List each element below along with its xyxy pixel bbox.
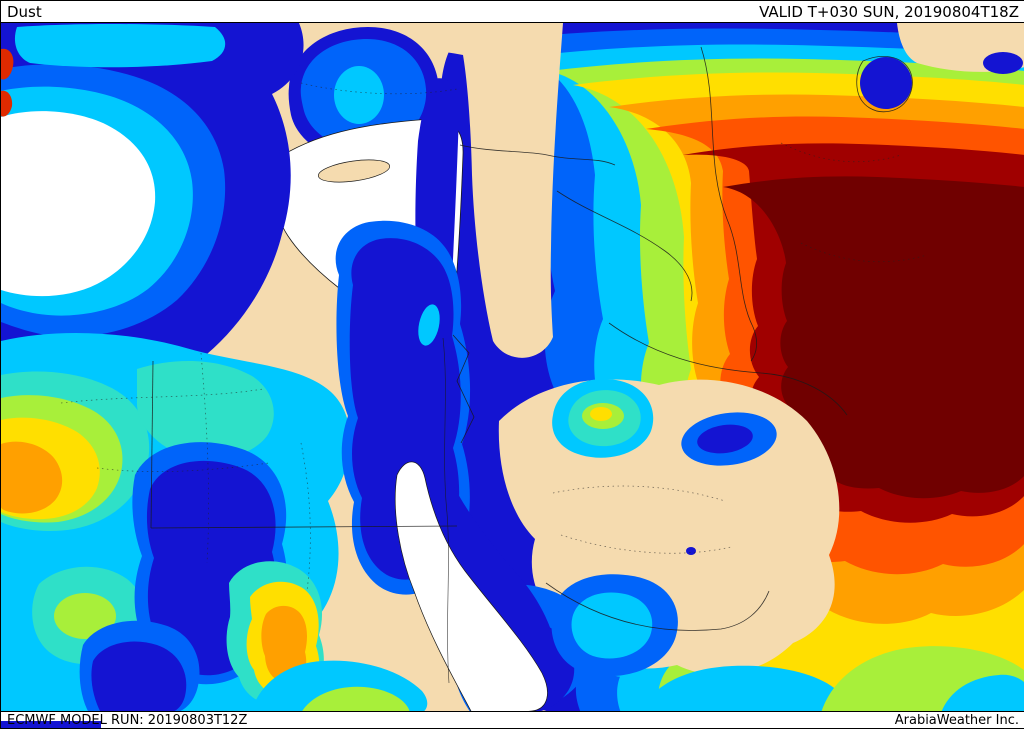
dotted-saudi-1 [552, 485, 726, 502]
red-sea [394, 461, 559, 713]
dotted-turkey [300, 82, 458, 95]
west-med-system [1, 23, 304, 394]
dotted-libya [200, 352, 209, 564]
borders-layer [150, 46, 913, 684]
africa-green-2 [54, 593, 116, 639]
left-edge-red-spot-2 [1, 90, 13, 117]
bottom-green-tongue [301, 686, 410, 713]
page-title: Dust [7, 2, 42, 21]
bottom-right-bands [641, 646, 1024, 713]
spot-orange-core [261, 605, 307, 683]
footer-accent-bar [1, 721, 101, 728]
africa-aqua-3 [136, 360, 274, 460]
border-syria-iraq [556, 190, 693, 302]
dotted-iran-2 [800, 242, 928, 263]
border-jordan-israel [452, 334, 475, 444]
target-yellow [590, 407, 612, 421]
valid-time-label: VALID T+030 SUN, 20190804T18Z [759, 2, 1019, 21]
dust-forecast-map [1, 23, 1024, 713]
nile-cyan-streak [418, 304, 440, 346]
provider-label: ArabiaWeather Inc. [894, 712, 1019, 728]
south-blob-cyan [571, 592, 653, 659]
header-bar: Dust VALID T+030 SUN, 20190804T18Z [1, 1, 1024, 23]
arabia-features [551, 378, 777, 677]
red-sea-white-south [465, 637, 533, 713]
nile-river-line [442, 337, 450, 684]
border-iraq-saudi [608, 322, 848, 416]
footer-bar: ECMWF MODEL RUN: 20190803T12Z ArabiaWeat… [1, 711, 1024, 728]
west-white-core [1, 111, 156, 297]
west-cyan-top-strip [14, 24, 226, 68]
africa-orange-core [1, 441, 63, 514]
br-cyan-band [641, 665, 844, 713]
admin-dotted-layer [60, 82, 928, 592]
map-container [1, 23, 1024, 713]
cell-cyan-core [334, 66, 384, 124]
model-run-label: ECMWF MODEL RUN: 20190803T12Z [7, 712, 248, 728]
nile-system [335, 220, 471, 595]
topright-blue-blob [983, 52, 1023, 74]
east-jut-deep [697, 424, 753, 454]
br-cyan-corner [941, 674, 1024, 713]
caspian-blob [860, 57, 912, 109]
africa-deep-blue-b [91, 641, 187, 713]
cyprus-island [317, 159, 391, 183]
caspian-outline [856, 56, 913, 113]
tiny-deep-dot [686, 547, 696, 555]
border-egypt-libya [150, 360, 154, 529]
dotted-sinai [300, 442, 311, 592]
anatolia-levant-land [273, 23, 563, 358]
left-edge-red-spot-1 [1, 48, 14, 80]
border-iran-iraq [700, 46, 757, 362]
border-saudi-yemen [545, 582, 770, 631]
dotted-egypt-1 [60, 388, 264, 404]
border-turkey-syria [459, 144, 616, 166]
dotted-saudi-2 [560, 534, 732, 554]
border-egypt-sudan [150, 525, 458, 529]
